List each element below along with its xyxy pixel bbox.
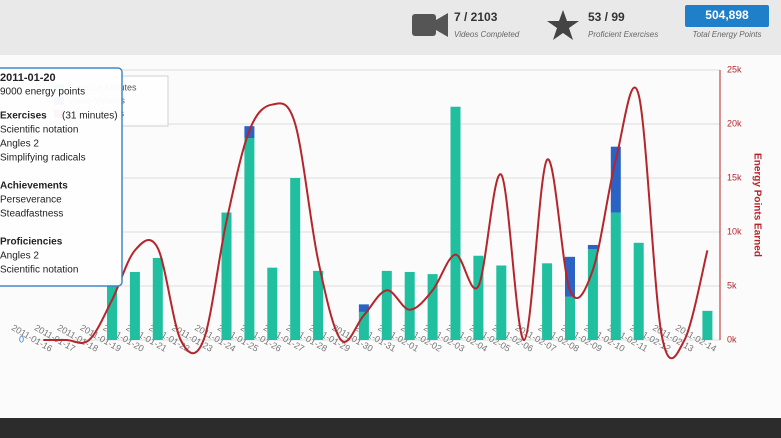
bar bbox=[610, 212, 621, 340]
points-value: 504,898 bbox=[705, 8, 749, 22]
videos-value: 7 / 2103 bbox=[454, 10, 498, 24]
videos-label: Videos Completed bbox=[454, 30, 520, 39]
tooltip-text: Proficiencies bbox=[0, 237, 63, 248]
exercises-value: 53 / 99 bbox=[588, 10, 625, 24]
bar bbox=[404, 271, 415, 340]
y2-tick-label: 20k bbox=[727, 118, 742, 128]
y2-tick-label: 15k bbox=[727, 172, 742, 182]
exercises-label: Proficient Exercises bbox=[588, 30, 658, 39]
bar bbox=[381, 270, 392, 340]
bar bbox=[152, 257, 163, 340]
y2-tick-label: 0k bbox=[727, 334, 737, 344]
bar bbox=[313, 270, 324, 340]
tooltip-text: Angles 2 bbox=[0, 139, 39, 150]
tooltip-text: 2011-01-20 bbox=[0, 72, 56, 84]
video-icon bbox=[412, 14, 436, 36]
bar bbox=[610, 146, 621, 213]
y2-tick-label: 5k bbox=[727, 280, 737, 290]
y-tick-label: 0 bbox=[19, 334, 24, 344]
y2-tick-label: 10k bbox=[727, 226, 742, 236]
energy-line bbox=[43, 86, 709, 360]
bar bbox=[290, 178, 301, 340]
bar bbox=[496, 265, 507, 340]
tooltip-text: Steadfastness bbox=[0, 209, 63, 220]
bar bbox=[107, 280, 117, 340]
tooltip-text: Simplifying radicals bbox=[0, 153, 86, 164]
tooltip-text: Angles 2 bbox=[0, 251, 39, 262]
bar bbox=[565, 256, 575, 297]
bar bbox=[702, 310, 713, 340]
header-bar bbox=[0, 0, 781, 55]
tooltip-box bbox=[0, 67, 123, 287]
bar bbox=[221, 212, 232, 340]
tooltip-text: Scientific notation bbox=[0, 265, 78, 276]
bar bbox=[358, 311, 369, 340]
bar bbox=[473, 255, 484, 340]
bar bbox=[587, 249, 598, 340]
tooltip-text: Scientific notation bbox=[0, 125, 78, 136]
tooltip-text: Perseverance bbox=[0, 195, 62, 206]
tooltip: 2011-01-20 9000 energy points Exercises (31… bbox=[0, 67, 123, 287]
bar bbox=[633, 242, 644, 340]
bar bbox=[129, 271, 140, 340]
bar bbox=[542, 263, 553, 340]
tooltip-text: Achievements bbox=[0, 181, 68, 192]
bar bbox=[427, 274, 438, 340]
y2-axis-label: Energy Points Earned bbox=[751, 153, 762, 257]
bar bbox=[450, 106, 461, 340]
points-box bbox=[685, 5, 769, 27]
tooltip-text: (31 minutes) bbox=[62, 111, 118, 122]
points-label: Total Energy Points bbox=[692, 30, 761, 39]
video-icon-lens bbox=[436, 13, 448, 37]
star-icon bbox=[547, 10, 579, 40]
tooltip-text: 9000 energy points bbox=[0, 87, 85, 98]
bar bbox=[244, 138, 255, 340]
tooltip-text: Exercises bbox=[0, 111, 47, 122]
bottom-bar bbox=[0, 418, 781, 438]
bar bbox=[587, 244, 598, 250]
bar bbox=[565, 296, 575, 340]
bar bbox=[358, 304, 369, 312]
bar bbox=[267, 267, 278, 340]
y2-tick-label: 25k bbox=[727, 64, 742, 74]
